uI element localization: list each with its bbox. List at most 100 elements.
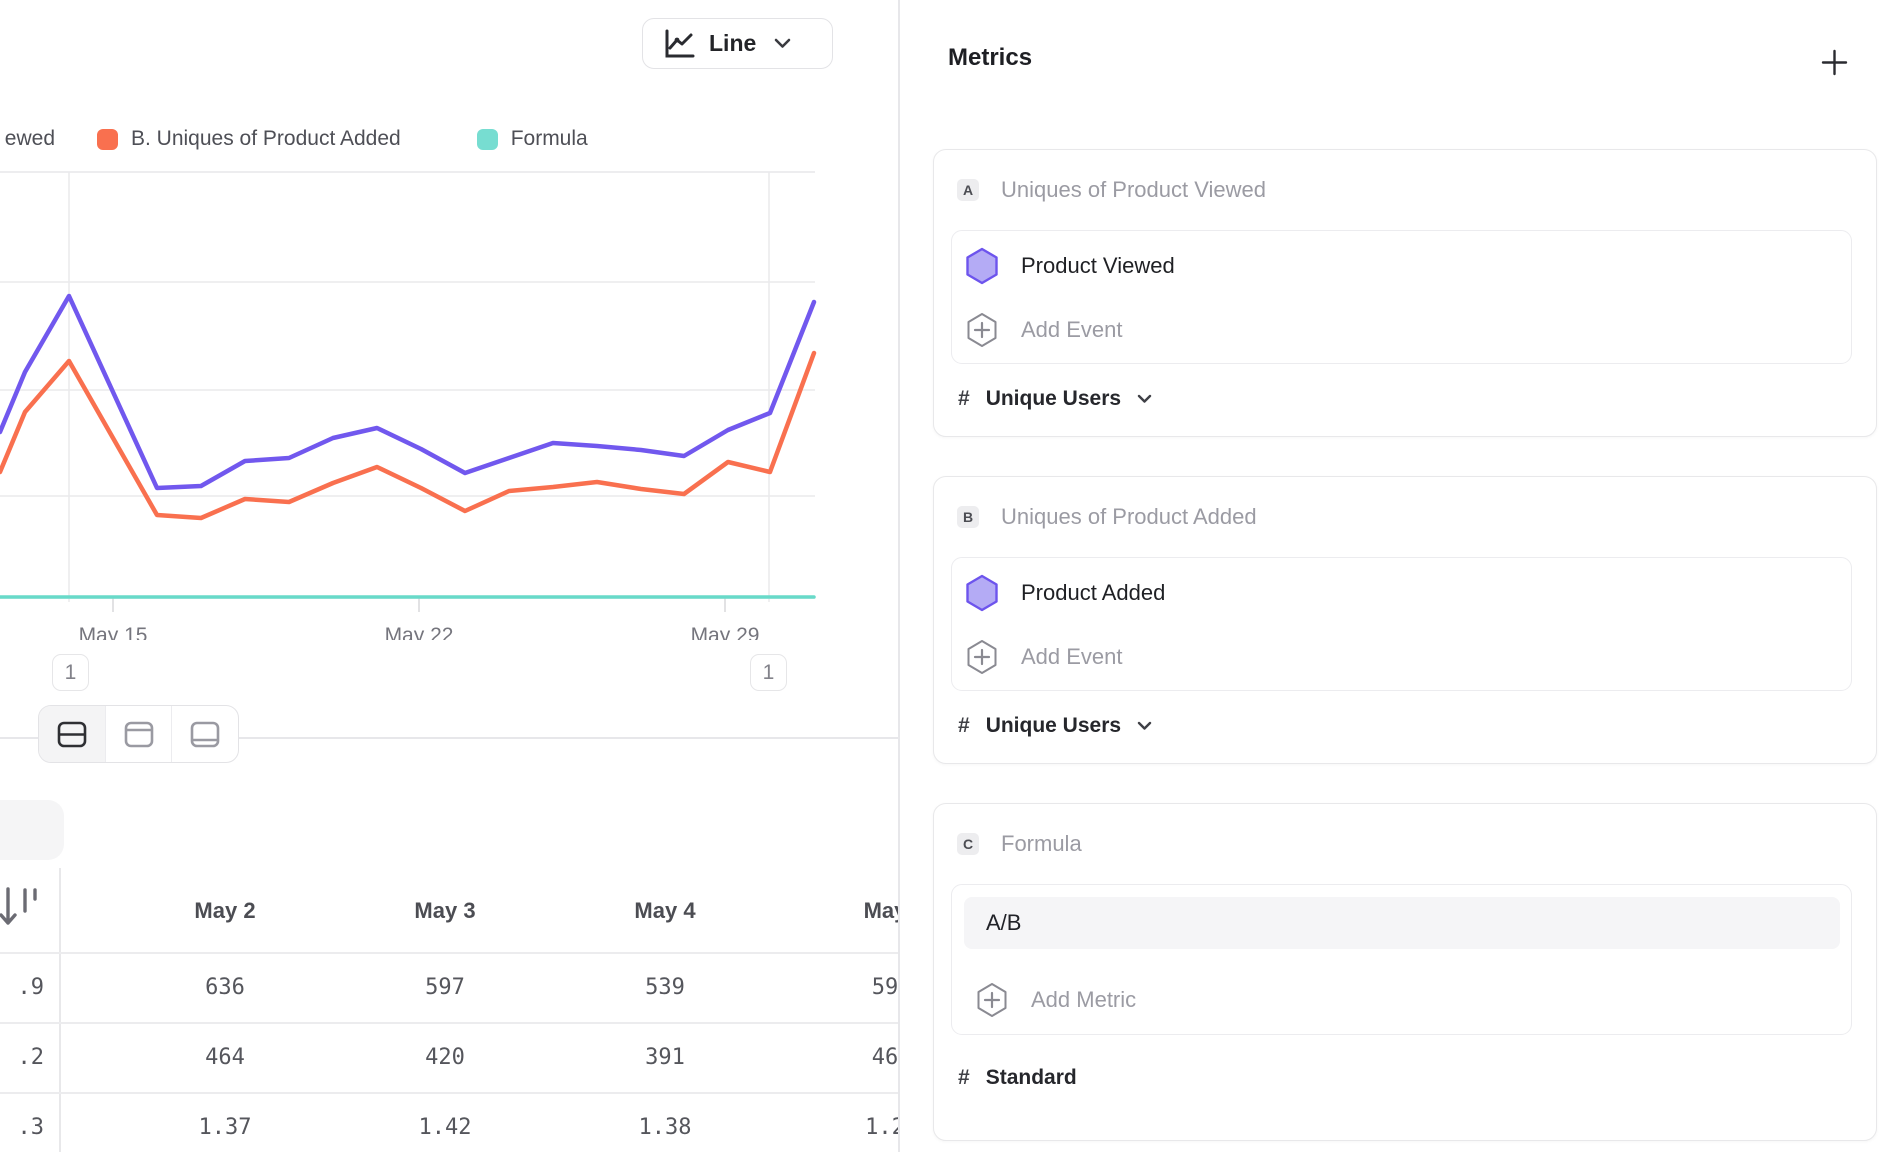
row-separator [0, 952, 898, 954]
table-cell: 464 [205, 1045, 245, 1070]
add-event-hexagon-icon [967, 640, 997, 674]
metric-card-title: Formula [1001, 831, 1082, 856]
layout-split-horizontal-button[interactable] [39, 706, 105, 762]
legend-swatch-product-added [97, 128, 118, 150]
measure-label: Standard [985, 1066, 1077, 1089]
metric-card-a: A Uniques of Product Viewed Product View… [933, 149, 1877, 437]
page-badge-label: 1 [762, 660, 775, 684]
event-box: Product Added Add Event [951, 557, 1852, 691]
chevron-down-icon [774, 38, 791, 48]
measure-selector[interactable]: # Unique Users [958, 387, 1152, 411]
chart-type-label: Line [709, 30, 757, 56]
row-separator [0, 1092, 898, 1094]
table-cell: 1.37 [198, 1115, 252, 1140]
divider [238, 737, 898, 739]
legend-item-b[interactable]: B. Uniques of Product Added [97, 127, 401, 151]
event-box: Product Viewed Add Event [951, 230, 1852, 364]
add-event-row[interactable]: Add Event [965, 638, 1123, 676]
hash-icon: # [958, 714, 970, 737]
formula-box: A/B Add Metric [951, 884, 1852, 1035]
axis-tick-label: May 22 [385, 624, 454, 640]
measure-label: Unique Users [985, 714, 1122, 737]
row-label: .2 [17, 1045, 45, 1070]
axis-tick-label: May 29 [691, 624, 760, 640]
series-product-added-line [0, 350, 817, 521]
table-cell: 539 [645, 975, 685, 1000]
metric-badge-a: A [957, 179, 979, 201]
line-chart-icon [665, 29, 695, 57]
chevron-down-icon [1137, 394, 1152, 403]
results-table: May 2 May 3 May 4 May .9 636 597 539 59 .2 464 420 3… [0, 868, 898, 1152]
top-row-icon [124, 721, 153, 747]
table-cell: 1.42 [418, 1115, 472, 1140]
table-corner-tab[interactable] [0, 800, 64, 860]
axis-tick-label: May 15 [79, 624, 148, 640]
table-cell: 391 [645, 1045, 685, 1070]
table-cell: 420 [425, 1045, 465, 1070]
column-header[interactable]: May 2 [194, 898, 256, 923]
table-cell: 636 [205, 975, 245, 1000]
split-rows-icon [57, 721, 87, 747]
formula-value: A/B [986, 910, 1022, 935]
add-event-row[interactable]: Add Event [965, 311, 1123, 349]
column-header[interactable]: May 4 [634, 898, 696, 923]
page-badge-left[interactable]: 1 [52, 654, 89, 691]
formula-input[interactable]: A/B [964, 897, 1840, 949]
event-name: Product Viewed [1021, 253, 1175, 278]
divider [0, 737, 38, 739]
chevron-down-icon [1137, 721, 1152, 730]
line-chart[interactable]: May 15 May 22 May 29 [0, 160, 898, 640]
sort-descending-icon[interactable] [0, 885, 40, 931]
add-metric-hexagon-icon [977, 983, 1007, 1017]
layout-bottom-panel-button[interactable] [171, 706, 238, 762]
layout-top-panel-button[interactable] [104, 706, 172, 762]
add-event-hexagon-icon [967, 313, 997, 347]
metric-card-title: Uniques of Product Viewed [1001, 177, 1266, 202]
legend-item-formula[interactable]: Formula [476, 127, 588, 151]
column-header[interactable]: May [863, 898, 898, 923]
event-hexagon-icon [966, 247, 998, 285]
event-hexagon-icon [966, 574, 998, 612]
add-event-label: Add Event [1021, 644, 1123, 669]
add-metric-panel-button[interactable] [1814, 42, 1854, 82]
page-badge-label: 1 [64, 660, 77, 684]
event-row-product-added[interactable]: Product Added [965, 574, 1165, 612]
measure-selector[interactable]: # Unique Users [958, 714, 1152, 738]
panel-divider [898, 0, 900, 1152]
table-cell: 59 [871, 975, 898, 1000]
column-separator [59, 868, 61, 1152]
add-metric-label: Add Metric [1031, 987, 1137, 1012]
add-event-label: Add Event [1021, 317, 1123, 342]
legend-swatch-formula [476, 128, 498, 150]
legend-label-truncated: ewed [4, 127, 55, 150]
table-cell: 1.2 [865, 1115, 898, 1140]
row-label: .3 [17, 1115, 45, 1140]
metric-card-b: B Uniques of Product Added Product Added… [933, 476, 1877, 764]
layout-toggle-group [38, 705, 239, 763]
series-product-viewed-line [0, 293, 817, 491]
metric-card-c: C Formula A/B Add Metric # Standard [933, 803, 1877, 1141]
row-label: .9 [17, 975, 45, 1000]
column-header[interactable]: May 3 [414, 898, 476, 923]
bottom-row-icon [190, 721, 220, 747]
measure-label: Unique Users [985, 387, 1122, 410]
table-cell: 597 [425, 975, 465, 1000]
metric-badge-c: C [957, 833, 979, 855]
measure-selector[interactable]: # Standard [958, 1066, 1077, 1090]
table-cell: 46 [871, 1045, 898, 1070]
chart-legend: ewed B. Uniques of Product Added Formula [0, 126, 618, 152]
row-separator [0, 1022, 898, 1024]
metric-card-title: Uniques of Product Added [1001, 504, 1257, 529]
legend-item-a[interactable]: ewed [0, 127, 55, 151]
plus-icon [1821, 49, 1847, 75]
page-badge-right[interactable]: 1 [750, 654, 787, 691]
event-row-product-viewed[interactable]: Product Viewed [965, 247, 1175, 285]
hash-icon: # [958, 1066, 970, 1089]
table-cell: 1.38 [638, 1115, 692, 1140]
add-metric-row[interactable]: Add Metric [975, 981, 1136, 1019]
chart-type-button[interactable]: Line [642, 18, 833, 69]
metrics-panel-title: Metrics [948, 44, 1033, 71]
legend-label: B. Uniques of Product Added [131, 127, 401, 150]
hash-icon: # [958, 387, 970, 410]
metric-badge-b: B [957, 506, 979, 528]
